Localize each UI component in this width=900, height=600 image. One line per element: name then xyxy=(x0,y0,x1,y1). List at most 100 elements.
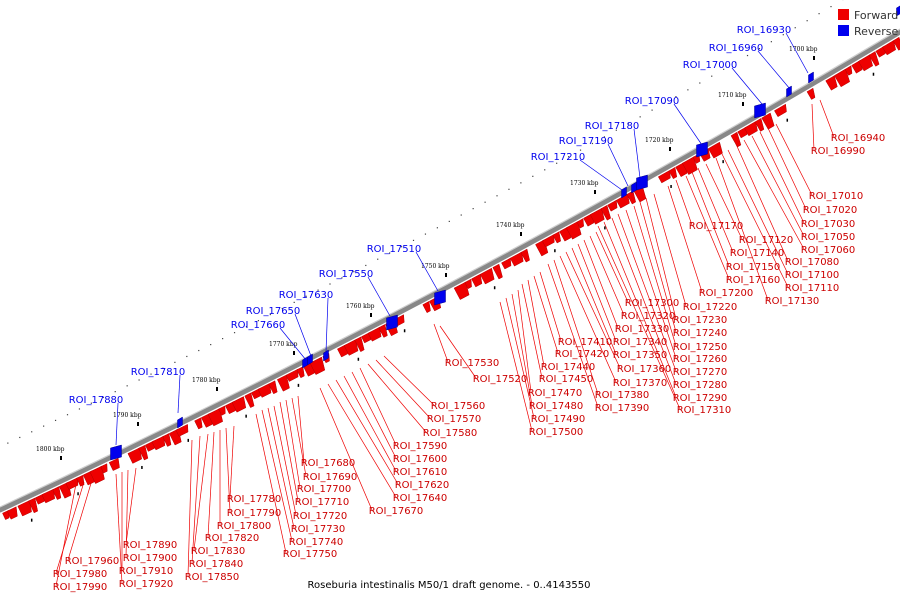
forward-gene-label: ROI_17440 xyxy=(541,362,596,373)
forward-feature xyxy=(806,87,816,100)
reverse-gene-label: ROI_17090 xyxy=(625,96,680,107)
reverse-feature xyxy=(636,174,648,191)
forward-feature xyxy=(285,368,299,382)
forward-gene-label: ROI_16940 xyxy=(831,133,886,144)
forward-leader-line xyxy=(743,139,805,250)
scale-tick xyxy=(329,283,331,285)
scale-label: 1720 kbp xyxy=(645,137,674,144)
forward-leader-line xyxy=(759,131,805,224)
legend-reverse-swatch xyxy=(838,25,849,36)
forward-gene-label: ROI_17220 xyxy=(683,302,738,313)
forward-feature xyxy=(552,231,561,244)
feature-marker xyxy=(872,72,875,76)
scale-label: 1750 kbp xyxy=(421,263,450,270)
scale-tick xyxy=(603,136,605,138)
forward-feature xyxy=(754,118,765,132)
scale-major-tick xyxy=(669,147,671,151)
forward-gene-label: ROI_17100 xyxy=(785,270,840,281)
reverse-gene-label: ROI_16960 xyxy=(709,43,764,54)
reverse-leader-line xyxy=(177,374,181,414)
forward-leader-line xyxy=(577,243,617,342)
forward-leader-line xyxy=(267,407,295,529)
scale-tick xyxy=(460,214,462,216)
scale-tick xyxy=(412,239,415,242)
forward-leader-line xyxy=(675,179,693,226)
forward-gene-label: ROI_17500 xyxy=(529,427,584,438)
forward-feature xyxy=(100,463,108,474)
forward-gene-label: ROI_17380 xyxy=(595,390,650,401)
scale-tick xyxy=(19,436,21,439)
forward-leader-line xyxy=(343,375,397,472)
scale-tick xyxy=(711,75,713,77)
forward-feature xyxy=(89,465,105,484)
forward-leader-line xyxy=(721,153,789,288)
forward-feature xyxy=(52,486,62,500)
reverse-leader-line xyxy=(325,297,329,353)
forward-leader-line xyxy=(383,355,435,406)
scale-major-tick xyxy=(293,351,295,355)
scale-tick xyxy=(210,343,212,346)
feature-marker xyxy=(30,518,33,522)
forward-gene-label: ROI_17320 xyxy=(621,311,676,322)
forward-gene-label: ROI_17780 xyxy=(227,494,282,505)
forward-feature xyxy=(882,40,896,56)
forward-leader-line xyxy=(359,367,397,446)
feature-marker xyxy=(297,383,300,387)
scale-label: 1710 kbp xyxy=(718,92,747,99)
forward-gene-label: ROI_17020 xyxy=(803,205,858,216)
scale-tick xyxy=(424,233,427,235)
forward-feature xyxy=(138,444,149,461)
forward-leader-line xyxy=(775,123,813,196)
scale-tick xyxy=(78,408,81,410)
feature-marker xyxy=(77,492,79,496)
forward-gene-label: ROI_17270 xyxy=(673,367,728,378)
forward-leader-line xyxy=(511,293,533,406)
scale-label: 1790 kbp xyxy=(113,412,142,419)
forward-leader-line xyxy=(279,401,299,502)
feature-marker xyxy=(357,357,360,361)
scale-tick xyxy=(43,425,45,427)
reverse-gene-label: ROI_17880 xyxy=(69,395,124,406)
scale-tick xyxy=(746,54,749,57)
forward-feature xyxy=(541,234,555,248)
forward-gene-label: ROI_17330 xyxy=(615,324,670,335)
forward-feature xyxy=(626,190,636,205)
forward-gene-label: ROI_17480 xyxy=(529,401,584,412)
reverse-feature xyxy=(110,444,122,461)
forward-gene-label: ROI_17990 xyxy=(53,582,108,593)
forward-gene-label: ROI_17420 xyxy=(555,349,610,360)
scale-tick xyxy=(675,96,677,98)
scale-tick xyxy=(222,338,224,340)
forward-feature xyxy=(354,336,365,353)
reverse-gene-label: ROI_17000 xyxy=(683,60,738,71)
scale-labels: 1700 kbp 1710 kbp 1720 kbp 1730 kbp 1740 kbp… xyxy=(36,46,818,460)
gene-features xyxy=(2,5,900,522)
forward-gene-label: ROI_17850 xyxy=(185,572,240,583)
forward-gene-label: ROI_17140 xyxy=(730,248,785,259)
forward-leader-line xyxy=(533,275,559,354)
scale-tick xyxy=(257,319,260,322)
feature-marker xyxy=(554,249,556,253)
feature-marker xyxy=(722,160,724,164)
forward-leader-line xyxy=(751,135,805,237)
forward-leader-line xyxy=(187,439,193,577)
reverse-leader-line xyxy=(607,143,629,187)
forward-gene-label: ROI_17300 xyxy=(625,298,680,309)
forward-leader-line xyxy=(517,289,532,393)
forward-leader-line xyxy=(335,379,399,485)
forward-feature xyxy=(453,281,470,300)
forward-gene-label: ROI_17260 xyxy=(673,354,728,365)
forward-gene-label: ROI_17490 xyxy=(531,414,586,425)
scale-tick xyxy=(448,220,450,223)
forward-feature xyxy=(607,199,618,212)
reverse-leader-line xyxy=(633,128,641,179)
forward-leader-line xyxy=(559,255,617,383)
feature-marker xyxy=(141,465,143,469)
forward-gene-label: ROI_17520 xyxy=(473,374,528,385)
forward-feature xyxy=(76,474,85,487)
legend-reverse-label: Reverse xyxy=(854,25,898,38)
reverse-feature xyxy=(177,416,183,429)
forward-leader-line xyxy=(191,435,201,564)
forward-gene-label: ROI_17230 xyxy=(673,315,728,326)
